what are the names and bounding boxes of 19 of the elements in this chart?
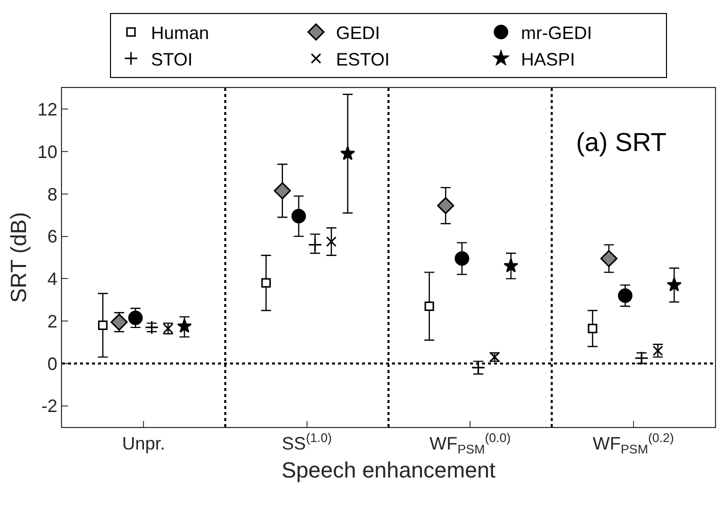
legend-label: mr-GEDI [521, 23, 592, 44]
legend-label: ESTOI [336, 49, 390, 70]
annotation: (a) SRT [576, 127, 667, 157]
y-tick-label: 0 [47, 354, 58, 374]
x-tick-label: SS$^{(1.0)}$ [282, 431, 332, 454]
y-tick-label: 4 [47, 268, 58, 289]
y-tick-label: 10 [37, 142, 58, 162]
y-tick-label: 12 [37, 99, 58, 120]
y-axis-title: SRT (dB) [6, 212, 32, 303]
y-tick-label: 2 [47, 311, 58, 332]
y-tick-label: 6 [47, 226, 58, 247]
legend-label: HASPI [521, 49, 576, 70]
y-tick-label: 8 [47, 184, 58, 204]
legend-label: GEDI [336, 23, 380, 44]
y-tick-label: -2 [41, 396, 58, 416]
legend-label: STOI [151, 49, 193, 70]
x-tick-label: Unpr. [122, 434, 166, 454]
x-axis-title: Speech enhancement [281, 457, 496, 482]
legend-label: Human [151, 23, 210, 44]
